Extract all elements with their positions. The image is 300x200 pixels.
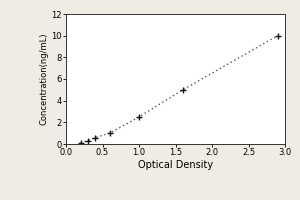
- X-axis label: Optical Density: Optical Density: [138, 160, 213, 170]
- Y-axis label: Concentration(ng/mL): Concentration(ng/mL): [40, 33, 49, 125]
